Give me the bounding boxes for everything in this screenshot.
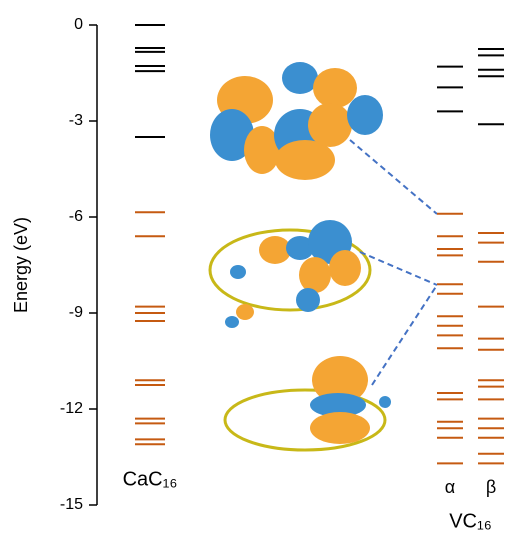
- group-label: VC₁₆: [449, 510, 492, 532]
- y-tick-label: -9: [69, 304, 83, 321]
- column-label: α: [445, 477, 455, 497]
- orbital-bottom: [225, 356, 391, 450]
- y-tick-label: -6: [69, 208, 83, 225]
- column-label: β: [486, 477, 496, 497]
- orbital-top: [210, 62, 383, 180]
- chart: Energy (eV) 0 -3 -6 -9 -12 -15 CaC₁₆ VC₁₆ α β: [0, 0, 510, 537]
- y-tick-label: 0: [74, 16, 83, 33]
- y-tick-label: -12: [60, 400, 83, 417]
- orbital-middle: [210, 220, 370, 328]
- group-label: CaC₁₆: [123, 468, 178, 490]
- y-tick-label: -3: [69, 112, 83, 129]
- y-tick-label: -15: [60, 496, 83, 513]
- connector-lines: [350, 140, 437, 385]
- y-axis-label: Energy (eV): [11, 217, 31, 313]
